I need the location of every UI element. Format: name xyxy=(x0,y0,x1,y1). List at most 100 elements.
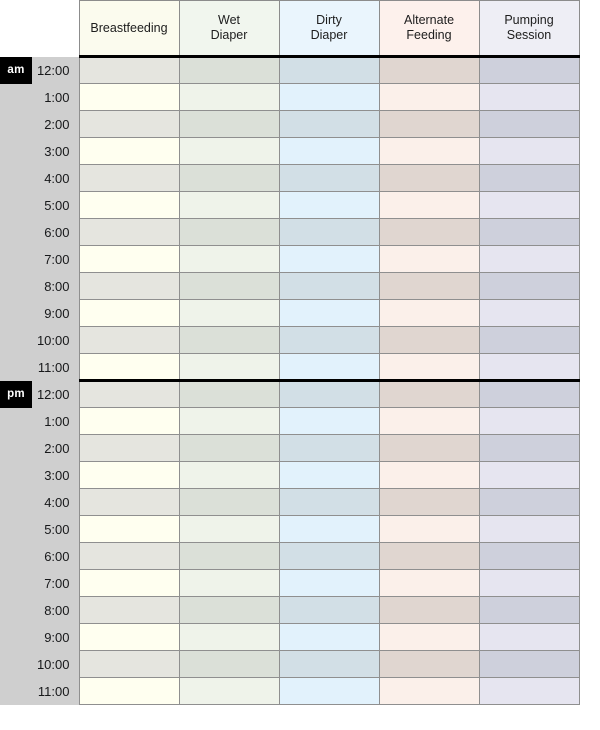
log-cell-breastfeeding[interactable] xyxy=(78,55,180,84)
log-cell-alternate-feeding[interactable] xyxy=(378,461,480,489)
log-cell-dirty-diaper[interactable] xyxy=(278,272,380,300)
log-cell-alternate-feeding[interactable] xyxy=(378,488,480,516)
log-cell-breastfeeding[interactable] xyxy=(78,461,180,489)
log-cell-breastfeeding[interactable] xyxy=(78,110,180,138)
log-cell-breastfeeding[interactable] xyxy=(78,596,180,624)
log-cell-pumping-session[interactable] xyxy=(478,245,580,273)
log-cell-pumping-session[interactable] xyxy=(478,407,580,435)
log-cell-breastfeeding[interactable] xyxy=(78,299,180,327)
log-cell-wet-diaper[interactable] xyxy=(178,569,280,597)
log-cell-dirty-diaper[interactable] xyxy=(278,218,380,246)
log-cell-dirty-diaper[interactable] xyxy=(278,379,380,408)
log-cell-dirty-diaper[interactable] xyxy=(278,353,380,381)
log-cell-alternate-feeding[interactable] xyxy=(378,191,480,219)
log-cell-alternate-feeding[interactable] xyxy=(378,83,480,111)
log-cell-wet-diaper[interactable] xyxy=(178,55,280,84)
log-cell-alternate-feeding[interactable] xyxy=(378,299,480,327)
log-cell-dirty-diaper[interactable] xyxy=(278,434,380,462)
log-cell-dirty-diaper[interactable] xyxy=(278,326,380,354)
log-cell-breastfeeding[interactable] xyxy=(78,353,180,381)
log-cell-pumping-session[interactable] xyxy=(478,650,580,678)
log-cell-pumping-session[interactable] xyxy=(478,596,580,624)
log-cell-dirty-diaper[interactable] xyxy=(278,83,380,111)
log-cell-breastfeeding[interactable] xyxy=(78,83,180,111)
log-cell-pumping-session[interactable] xyxy=(478,218,580,246)
log-cell-alternate-feeding[interactable] xyxy=(378,55,480,84)
log-cell-breastfeeding[interactable] xyxy=(78,137,180,165)
log-cell-wet-diaper[interactable] xyxy=(178,137,280,165)
log-cell-wet-diaper[interactable] xyxy=(178,191,280,219)
log-cell-dirty-diaper[interactable] xyxy=(278,110,380,138)
log-cell-alternate-feeding[interactable] xyxy=(378,164,480,192)
log-cell-alternate-feeding[interactable] xyxy=(378,326,480,354)
log-cell-wet-diaper[interactable] xyxy=(178,299,280,327)
log-cell-pumping-session[interactable] xyxy=(478,326,580,354)
log-cell-alternate-feeding[interactable] xyxy=(378,110,480,138)
log-cell-alternate-feeding[interactable] xyxy=(378,245,480,273)
log-cell-alternate-feeding[interactable] xyxy=(378,677,480,705)
log-cell-pumping-session[interactable] xyxy=(478,353,580,381)
log-cell-wet-diaper[interactable] xyxy=(178,515,280,543)
log-cell-wet-diaper[interactable] xyxy=(178,623,280,651)
log-cell-wet-diaper[interactable] xyxy=(178,353,280,381)
log-cell-breastfeeding[interactable] xyxy=(78,569,180,597)
log-cell-dirty-diaper[interactable] xyxy=(278,515,380,543)
log-cell-breastfeeding[interactable] xyxy=(78,650,180,678)
log-cell-breastfeeding[interactable] xyxy=(78,191,180,219)
log-cell-pumping-session[interactable] xyxy=(478,677,580,705)
log-cell-wet-diaper[interactable] xyxy=(178,407,280,435)
log-cell-dirty-diaper[interactable] xyxy=(278,164,380,192)
log-cell-pumping-session[interactable] xyxy=(478,379,580,408)
log-cell-breastfeeding[interactable] xyxy=(78,407,180,435)
log-cell-dirty-diaper[interactable] xyxy=(278,488,380,516)
log-cell-breastfeeding[interactable] xyxy=(78,326,180,354)
log-cell-wet-diaper[interactable] xyxy=(178,245,280,273)
log-cell-alternate-feeding[interactable] xyxy=(378,379,480,408)
log-cell-wet-diaper[interactable] xyxy=(178,677,280,705)
log-cell-wet-diaper[interactable] xyxy=(178,461,280,489)
log-cell-dirty-diaper[interactable] xyxy=(278,623,380,651)
log-cell-pumping-session[interactable] xyxy=(478,55,580,84)
log-cell-wet-diaper[interactable] xyxy=(178,434,280,462)
log-cell-breastfeeding[interactable] xyxy=(78,542,180,570)
log-cell-dirty-diaper[interactable] xyxy=(278,569,380,597)
log-cell-alternate-feeding[interactable] xyxy=(378,542,480,570)
log-cell-pumping-session[interactable] xyxy=(478,137,580,165)
log-cell-wet-diaper[interactable] xyxy=(178,379,280,408)
log-cell-pumping-session[interactable] xyxy=(478,461,580,489)
log-cell-alternate-feeding[interactable] xyxy=(378,650,480,678)
log-cell-breastfeeding[interactable] xyxy=(78,272,180,300)
log-cell-wet-diaper[interactable] xyxy=(178,326,280,354)
log-cell-wet-diaper[interactable] xyxy=(178,110,280,138)
log-cell-alternate-feeding[interactable] xyxy=(378,596,480,624)
log-cell-pumping-session[interactable] xyxy=(478,164,580,192)
log-cell-pumping-session[interactable] xyxy=(478,110,580,138)
log-cell-dirty-diaper[interactable] xyxy=(278,542,380,570)
log-cell-pumping-session[interactable] xyxy=(478,272,580,300)
log-cell-pumping-session[interactable] xyxy=(478,569,580,597)
log-cell-pumping-session[interactable] xyxy=(478,83,580,111)
log-cell-pumping-session[interactable] xyxy=(478,299,580,327)
log-cell-wet-diaper[interactable] xyxy=(178,596,280,624)
log-cell-wet-diaper[interactable] xyxy=(178,164,280,192)
log-cell-wet-diaper[interactable] xyxy=(178,650,280,678)
log-cell-alternate-feeding[interactable] xyxy=(378,569,480,597)
log-cell-alternate-feeding[interactable] xyxy=(378,218,480,246)
log-cell-dirty-diaper[interactable] xyxy=(278,137,380,165)
log-cell-dirty-diaper[interactable] xyxy=(278,650,380,678)
log-cell-wet-diaper[interactable] xyxy=(178,488,280,516)
log-cell-breastfeeding[interactable] xyxy=(78,218,180,246)
log-cell-dirty-diaper[interactable] xyxy=(278,299,380,327)
log-cell-breastfeeding[interactable] xyxy=(78,623,180,651)
log-cell-dirty-diaper[interactable] xyxy=(278,55,380,84)
log-cell-wet-diaper[interactable] xyxy=(178,218,280,246)
log-cell-dirty-diaper[interactable] xyxy=(278,245,380,273)
log-cell-breastfeeding[interactable] xyxy=(78,515,180,543)
log-cell-dirty-diaper[interactable] xyxy=(278,596,380,624)
log-cell-breastfeeding[interactable] xyxy=(78,677,180,705)
log-cell-breastfeeding[interactable] xyxy=(78,245,180,273)
log-cell-alternate-feeding[interactable] xyxy=(378,353,480,381)
log-cell-alternate-feeding[interactable] xyxy=(378,623,480,651)
log-cell-breastfeeding[interactable] xyxy=(78,434,180,462)
log-cell-dirty-diaper[interactable] xyxy=(278,191,380,219)
